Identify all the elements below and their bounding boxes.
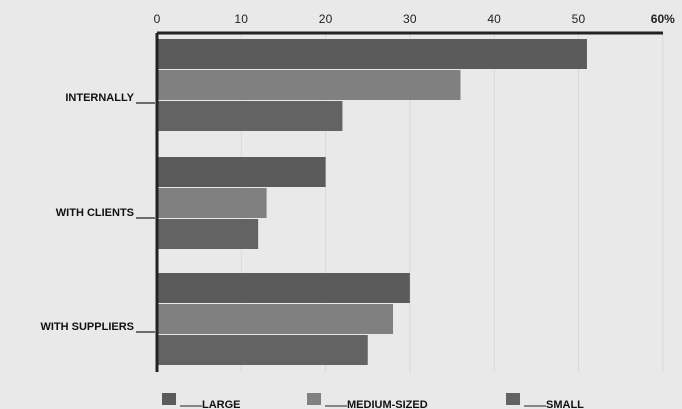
x-tick-label-20: 20	[319, 12, 333, 26]
x-tick-label-50: 50	[572, 12, 586, 26]
x-axis-ticks: 0 10 20 30 40 50 60%	[154, 12, 676, 26]
bars	[157, 39, 587, 365]
legend-swatch-large	[162, 393, 176, 405]
bar-internally-medium-sized	[157, 70, 461, 100]
x-tick-label-10: 10	[234, 12, 248, 26]
x-tick-label-0: 0	[154, 12, 161, 26]
bar-internally-small	[157, 101, 343, 131]
bar-with-clients-small	[157, 219, 259, 249]
category-label-internally: INTERNALLY	[65, 92, 134, 104]
category-label-with-clients: WITH CLIENTS	[56, 207, 134, 219]
legend-swatch-medium-sized	[307, 393, 321, 405]
axes	[155, 31, 663, 372]
category-label-with-suppliers: WITH SUPPLIERS	[40, 321, 134, 333]
category-labels: INTERNALLY WITH CLIENTS WITH SUPPLIERS	[40, 92, 155, 333]
x-tick-label-40: 40	[487, 12, 501, 26]
bar-with-suppliers-small	[157, 335, 368, 365]
bar-with-clients-medium-sized	[157, 188, 267, 218]
legend-label-small: SMALL	[546, 399, 584, 409]
x-tick-label-30: 30	[403, 12, 417, 26]
bar-internally-large	[157, 39, 587, 69]
bar-with-suppliers-large	[157, 273, 410, 303]
bar-with-suppliers-medium-sized	[157, 304, 394, 334]
legend-label-medium-sized: MEDIUM-SIZED	[347, 399, 428, 409]
legend: LARGE MEDIUM-SIZED SMALL	[162, 393, 584, 409]
bar-with-clients-large	[157, 157, 326, 187]
legend-label-large: LARGE	[202, 399, 241, 409]
legend-swatch-small	[506, 393, 520, 405]
x-tick-label-60: 60%	[651, 12, 675, 26]
